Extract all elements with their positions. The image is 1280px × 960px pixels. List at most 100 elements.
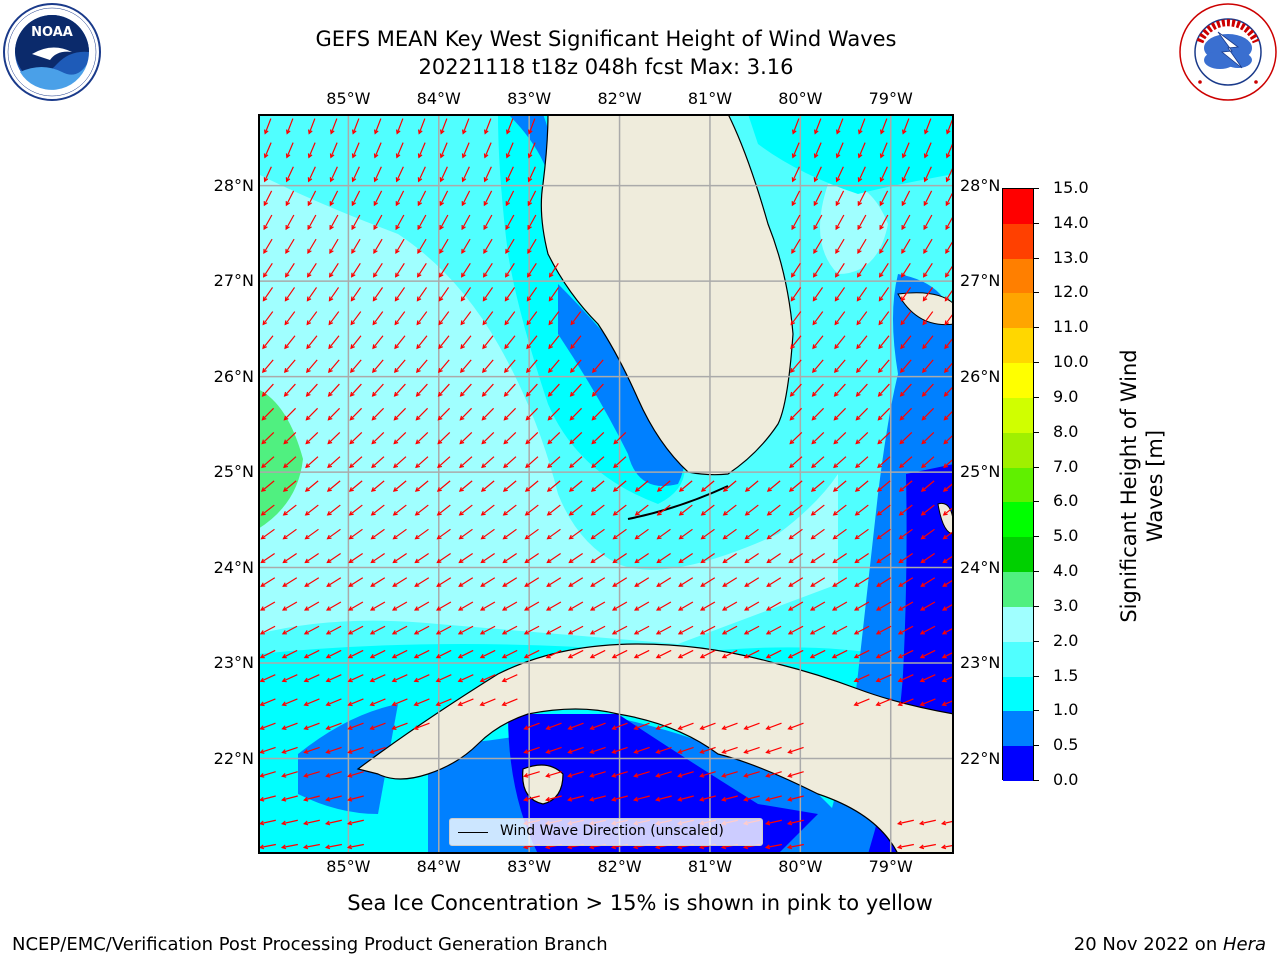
wind-wave-arrow bbox=[923, 190, 933, 206]
wind-wave-arrow bbox=[833, 528, 847, 540]
wind-wave-arrow bbox=[304, 771, 320, 777]
wind-wave-arrowhead bbox=[439, 177, 445, 183]
wind-wave-arrow bbox=[481, 456, 495, 468]
wind-wave-arrow bbox=[547, 407, 561, 421]
wind-wave-arrowhead bbox=[283, 463, 289, 469]
wind-wave-arrowhead bbox=[765, 796, 771, 802]
wind-wave-arrowhead bbox=[789, 415, 795, 421]
wind-wave-arrowhead bbox=[832, 558, 838, 564]
wind-wave-arrowhead bbox=[259, 653, 265, 659]
wind-wave-arrowhead bbox=[855, 463, 861, 469]
wind-wave-arrowhead bbox=[391, 653, 397, 659]
lat-tick-label-right: 28°N bbox=[960, 175, 1001, 195]
wind-wave-arrow bbox=[766, 746, 782, 754]
wind-wave-arrowhead bbox=[590, 582, 596, 587]
wind-wave-arrow bbox=[943, 506, 954, 516]
wind-wave-arrow bbox=[899, 407, 913, 421]
wind-wave-arrow bbox=[634, 625, 650, 635]
wind-wave-arrow bbox=[591, 456, 605, 468]
wind-wave-arrow bbox=[352, 118, 360, 134]
wind-wave-arrow bbox=[722, 577, 738, 587]
wind-wave-arrow bbox=[260, 771, 276, 777]
wind-wave-arrowhead bbox=[656, 582, 662, 587]
wind-wave-arrow bbox=[351, 238, 361, 254]
wind-wave-arrow bbox=[393, 528, 407, 540]
wind-wave-arrow bbox=[788, 649, 804, 659]
wind-wave-arrowhead bbox=[811, 415, 817, 421]
wind-wave-arrow bbox=[678, 625, 694, 635]
wind-wave-arrow bbox=[528, 142, 536, 158]
wind-wave-arrowhead bbox=[836, 129, 841, 135]
wind-wave-arrow bbox=[461, 214, 471, 230]
wind-wave-arrow bbox=[304, 843, 320, 849]
wind-wave-arrow bbox=[304, 698, 320, 706]
wind-wave-arrow bbox=[899, 504, 913, 516]
wind-wave-arrow bbox=[812, 359, 824, 373]
wind-wave-arrow bbox=[679, 480, 693, 492]
wind-wave-arrow bbox=[393, 432, 407, 444]
colorbar-tick-label: 0.0 bbox=[1053, 770, 1079, 789]
wind-wave-arrow bbox=[834, 359, 846, 373]
wind-wave-arrow bbox=[836, 166, 844, 182]
wind-wave-arrow bbox=[327, 432, 341, 444]
wind-wave-arrow bbox=[790, 335, 802, 349]
wind-wave-arrow bbox=[396, 166, 404, 182]
wind-wave-arrow bbox=[855, 456, 869, 468]
wind-wave-arrowhead bbox=[922, 320, 928, 326]
wind-wave-arrowhead bbox=[589, 725, 595, 730]
colorbar-segment bbox=[1003, 293, 1033, 329]
wind-wave-arrowhead bbox=[479, 653, 485, 659]
wind-wave-arrowhead bbox=[787, 749, 793, 754]
wind-wave-arrow bbox=[788, 577, 804, 587]
wind-wave-arrow bbox=[788, 843, 804, 849]
wind-wave-arrow bbox=[525, 553, 539, 563]
wind-wave-arrowhead bbox=[372, 320, 378, 326]
wind-wave-arrowhead bbox=[459, 368, 465, 374]
wind-wave-arrowhead bbox=[394, 344, 399, 350]
wind-wave-arrowhead bbox=[812, 320, 818, 326]
wind-wave-arrowhead bbox=[591, 415, 597, 421]
wind-wave-arrow bbox=[635, 528, 649, 540]
wind-wave-arrowhead bbox=[325, 725, 331, 730]
wind-wave-arrowhead bbox=[457, 701, 463, 707]
wind-wave-arrow bbox=[480, 625, 496, 635]
wind-wave-arrowhead bbox=[901, 153, 907, 159]
wind-wave-arrowhead bbox=[766, 582, 772, 587]
wind-wave-arrowhead bbox=[305, 415, 311, 421]
wind-wave-arrow bbox=[590, 649, 606, 659]
footer-host: Hera bbox=[1222, 934, 1266, 955]
wind-wave-arrow bbox=[459, 456, 473, 468]
wind-wave-arrowhead bbox=[329, 225, 334, 231]
wind-wave-arrow bbox=[745, 504, 759, 516]
wind-wave-arrowhead bbox=[545, 796, 551, 802]
wind-wave-arrowhead bbox=[348, 511, 354, 516]
wind-wave-arrowhead bbox=[699, 725, 705, 730]
wind-wave-arrowhead bbox=[611, 773, 617, 778]
wind-wave-arrow bbox=[305, 456, 319, 468]
colorbar-tick bbox=[1033, 675, 1039, 677]
wind-wave-arrowhead bbox=[743, 725, 749, 730]
wind-wave-arrow bbox=[305, 480, 319, 492]
wind-wave-arrow bbox=[745, 528, 759, 540]
wind-wave-arrow bbox=[656, 601, 672, 611]
wind-wave-arrow bbox=[855, 432, 869, 444]
wind-wave-arrowhead bbox=[922, 344, 927, 350]
wind-wave-arrowhead bbox=[347, 701, 353, 707]
wind-wave-arrowhead bbox=[854, 534, 860, 540]
wind-wave-arrowhead bbox=[414, 582, 420, 587]
wind-wave-arrowhead bbox=[281, 773, 287, 778]
wind-wave-arrowhead bbox=[897, 630, 903, 635]
wind-wave-arrow bbox=[261, 553, 275, 563]
wind-wave-arrow bbox=[283, 480, 297, 492]
wind-wave-arrowhead bbox=[787, 773, 793, 778]
wind-wave-arrowhead bbox=[814, 129, 819, 135]
wind-wave-arrowhead bbox=[835, 225, 840, 231]
wind-wave-arrowhead bbox=[765, 773, 771, 778]
wind-wave-arrowhead bbox=[505, 225, 510, 231]
wind-wave-arrowhead bbox=[523, 796, 529, 802]
wind-wave-arrowhead bbox=[371, 391, 377, 397]
wind-wave-arrow bbox=[900, 311, 912, 325]
wind-wave-arrowhead bbox=[436, 582, 442, 587]
wind-wave-arrowhead bbox=[325, 677, 331, 683]
wind-wave-arrow bbox=[284, 311, 296, 325]
